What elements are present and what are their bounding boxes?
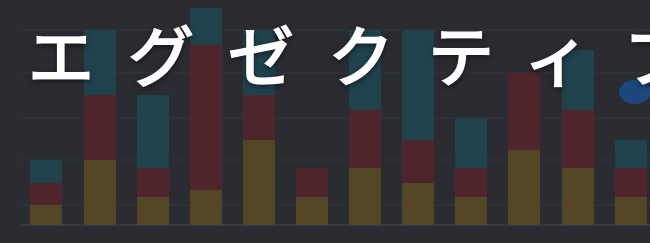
- banner: エグゼクティブ: [0, 0, 650, 243]
- headline: エグゼクティブ: [28, 14, 650, 104]
